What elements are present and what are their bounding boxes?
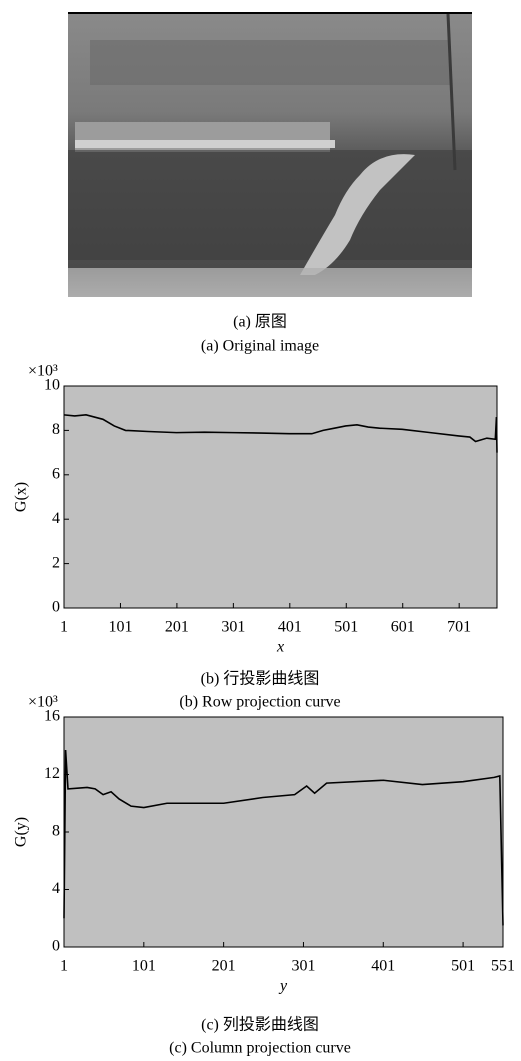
x-tick-label: 201 <box>165 619 189 636</box>
x-tick-label: 401 <box>371 958 395 975</box>
x-tick-label: 101 <box>108 619 132 636</box>
caption-en: (c) Column projection curve <box>169 1040 351 1057</box>
caption-en: (b) Row projection curve <box>179 694 340 711</box>
y-tick-label: 8 <box>52 823 60 840</box>
plot-area <box>64 717 503 947</box>
x-tick-label: 1 <box>60 958 68 975</box>
x-tick-label: 701 <box>447 619 471 636</box>
x-tick-label: 551 <box>491 958 515 975</box>
image-caption-en: (a) Original image <box>201 338 319 355</box>
x-tick-label: 1 <box>60 619 68 636</box>
y-tick-label: 6 <box>52 465 60 482</box>
x-tick-label: 501 <box>451 958 475 975</box>
y-tick-label: 0 <box>52 599 60 616</box>
caption-cn: (b) 行投影曲线图 <box>201 670 320 688</box>
y-tick-label: 12 <box>44 765 60 782</box>
x-tick-label: 201 <box>212 958 236 975</box>
y-tick-label: 8 <box>52 421 60 438</box>
y-tick-label: 4 <box>52 510 60 527</box>
caption-cn: (c) 列投影曲线图 <box>201 1016 319 1034</box>
x-tick-label: 501 <box>334 619 358 636</box>
photo <box>68 12 472 297</box>
x-tick-label: 301 <box>291 958 315 975</box>
x-axis-label: x <box>276 639 284 656</box>
plot-area <box>64 386 497 608</box>
multiplier: ×10³ <box>28 363 58 380</box>
y-axis-label: G(y) <box>13 817 30 847</box>
y-axis-label: G(x) <box>13 482 30 512</box>
image-caption-cn: (a) 原图 <box>233 314 287 331</box>
y-tick-label: 0 <box>52 938 60 955</box>
figure: (a) 原图 (a) Original image 02468101101201… <box>0 0 521 1061</box>
x-tick-label: 401 <box>278 619 302 636</box>
x-tick-label: 301 <box>221 619 245 636</box>
multiplier: ×10³ <box>28 694 58 711</box>
x-tick-label: 101 <box>132 958 156 975</box>
x-tick-label: 601 <box>391 619 415 636</box>
x-axis-label: y <box>278 978 288 995</box>
y-tick-label: 2 <box>52 554 60 571</box>
page: {"image": {"caption_cn": "(a) 原图", "capt… <box>0 0 521 1061</box>
y-tick-label: 4 <box>52 880 60 897</box>
